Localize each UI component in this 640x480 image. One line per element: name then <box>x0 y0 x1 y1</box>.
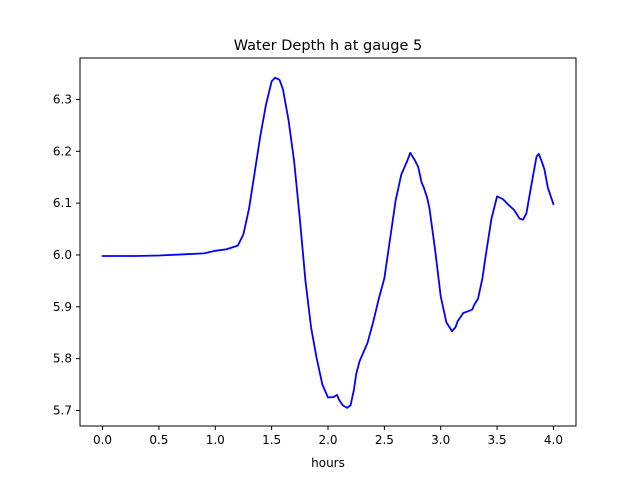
x-tick-label: 1.5 <box>262 433 281 447</box>
series-line-0 <box>101 76 555 409</box>
y-tick-label: 6.2 <box>53 144 72 158</box>
x-tick-label: 3.5 <box>488 433 507 447</box>
y-tick-label: 5.8 <box>53 352 72 366</box>
x-tick-label: 2.5 <box>375 433 394 447</box>
x-tick-label: 1.0 <box>206 433 225 447</box>
x-tick-label: 2.0 <box>318 433 337 447</box>
x-tick-label: 0.0 <box>93 433 112 447</box>
x-tick-label: 3.0 <box>431 433 450 447</box>
x-axis-label: hours <box>311 456 345 470</box>
x-tick-label: 4.0 <box>544 433 563 447</box>
y-tick-label: 5.9 <box>53 300 72 314</box>
y-tick-label: 6.0 <box>53 248 72 262</box>
y-tick-label: 6.3 <box>53 92 72 106</box>
y-tick-label: 5.7 <box>53 403 72 417</box>
y-tick-label: 6.1 <box>53 196 72 210</box>
x-tick-label: 0.5 <box>149 433 168 447</box>
plot-area: 0.0 0.5 1.0 1.5 2.0 2.5 3.0 3.5 4.0 5.7 5.8 5.9 6.0 6… <box>53 57 577 447</box>
chart-title: Water Depth h at gauge 5 <box>234 38 422 54</box>
